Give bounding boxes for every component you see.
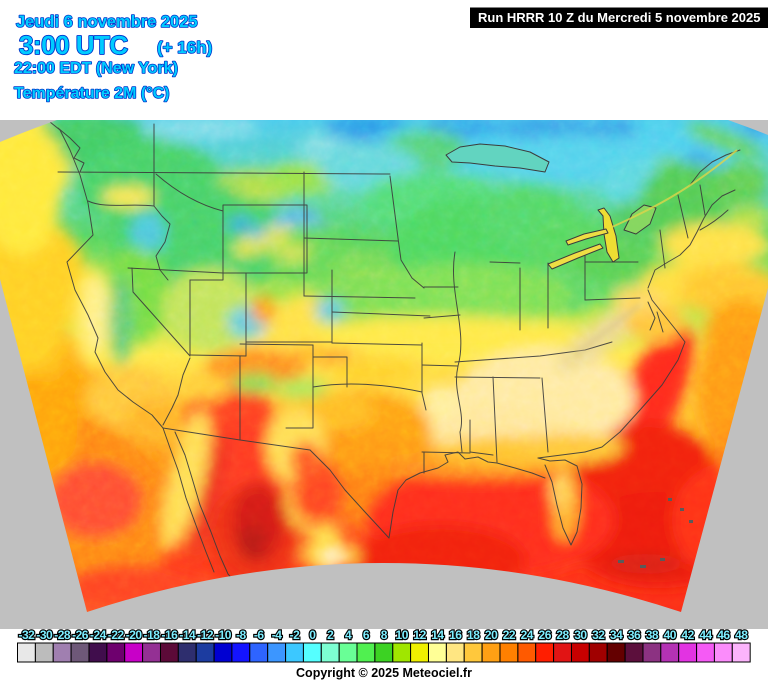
svg-text:-16: -16 [161,628,178,642]
svg-text:2: 2 [327,628,334,642]
svg-text:Température 2M (°C): Température 2M (°C) [14,85,169,102]
svg-text:40: 40 [664,628,677,642]
svg-text:-28: -28 [54,628,71,642]
svg-text:-2: -2 [290,628,300,642]
svg-text:8: 8 [381,628,388,642]
svg-text:(+ 16h): (+ 16h) [157,38,212,57]
svg-text:Jeudi 6 novembre 2025: Jeudi 6 novembre 2025 [16,13,198,31]
svg-text:46: 46 [717,628,730,642]
svg-text:4: 4 [345,628,352,642]
svg-text:10: 10 [396,628,409,642]
svg-text:36: 36 [628,628,641,642]
svg-text:-22: -22 [108,628,125,642]
svg-text:42: 42 [681,628,694,642]
svg-text:-32: -32 [18,628,35,642]
svg-text:Run HRRR 10 Z du Mercredi 5 no: Run HRRR 10 Z du Mercredi 5 novembre 202… [478,10,760,25]
svg-text:28: 28 [556,628,569,642]
svg-text:-10: -10 [215,628,232,642]
svg-text:Copyright © 2025 Meteociel.fr: Copyright © 2025 Meteociel.fr [296,666,472,680]
svg-text:26: 26 [539,628,552,642]
svg-text:24: 24 [521,628,534,642]
svg-text:-8: -8 [236,628,246,642]
svg-text:38: 38 [646,628,659,642]
svg-text:22: 22 [503,628,516,642]
svg-text:-20: -20 [126,628,143,642]
svg-text:-30: -30 [36,628,53,642]
svg-text:0: 0 [309,628,316,642]
svg-text:44: 44 [699,628,712,642]
svg-text:-14: -14 [179,628,196,642]
svg-text:32: 32 [592,628,605,642]
svg-text:-4: -4 [272,628,282,642]
svg-text:-24: -24 [90,628,107,642]
svg-text:22:00 EDT (New York): 22:00 EDT (New York) [14,60,178,77]
svg-text:-18: -18 [144,628,161,642]
svg-text:-6: -6 [254,628,264,642]
svg-text:18: 18 [467,628,480,642]
svg-text:16: 16 [449,628,462,642]
svg-text:-12: -12 [197,628,214,642]
svg-text:30: 30 [574,628,587,642]
svg-text:14: 14 [431,628,444,642]
svg-text:20: 20 [485,628,498,642]
svg-text:3:00 UTC: 3:00 UTC [19,30,128,60]
svg-text:34: 34 [610,628,623,642]
svg-text:-26: -26 [72,628,89,642]
svg-text:12: 12 [413,628,426,642]
svg-text:48: 48 [735,628,748,642]
svg-text:6: 6 [363,628,370,642]
